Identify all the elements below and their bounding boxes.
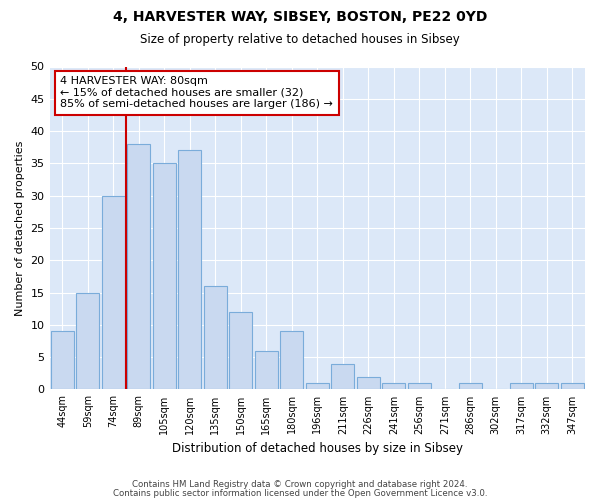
Bar [331, 364, 354, 390]
Bar [229, 312, 252, 390]
Bar [459, 383, 482, 390]
Bar [127, 144, 150, 390]
Text: Size of property relative to detached houses in Sibsey: Size of property relative to detached ho… [140, 32, 460, 46]
X-axis label: Distribution of detached houses by size in Sibsey: Distribution of detached houses by size … [172, 442, 463, 455]
Bar [255, 350, 278, 390]
Text: Contains public sector information licensed under the Open Government Licence v3: Contains public sector information licen… [113, 488, 487, 498]
Text: Contains HM Land Registry data © Crown copyright and database right 2024.: Contains HM Land Registry data © Crown c… [132, 480, 468, 489]
Y-axis label: Number of detached properties: Number of detached properties [15, 140, 25, 316]
Bar [76, 292, 99, 390]
Bar [357, 376, 380, 390]
Bar [510, 383, 533, 390]
Bar [280, 332, 303, 390]
Bar [51, 332, 74, 390]
Bar [382, 383, 405, 390]
Bar [102, 196, 125, 390]
Bar [408, 383, 431, 390]
Bar [178, 150, 201, 390]
Bar [204, 286, 227, 390]
Text: 4, HARVESTER WAY, SIBSEY, BOSTON, PE22 0YD: 4, HARVESTER WAY, SIBSEY, BOSTON, PE22 0… [113, 10, 487, 24]
Bar [306, 383, 329, 390]
Bar [153, 164, 176, 390]
Text: 4 HARVESTER WAY: 80sqm
← 15% of detached houses are smaller (32)
85% of semi-det: 4 HARVESTER WAY: 80sqm ← 15% of detached… [60, 76, 333, 110]
Bar [535, 383, 558, 390]
Bar [561, 383, 584, 390]
